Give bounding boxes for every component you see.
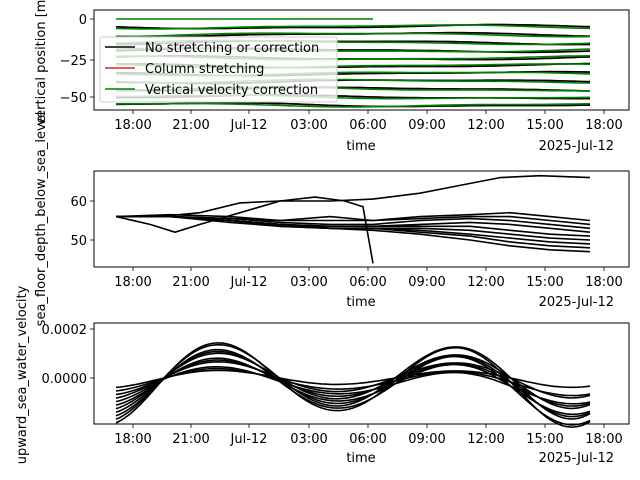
series-line	[115, 342, 591, 428]
x-tick-label: 15:00	[526, 118, 563, 133]
x-tick-label: 12:00	[467, 432, 504, 447]
plot-area-upward-velocity	[115, 342, 591, 428]
y-axis-label: vertical position [m]	[34, 0, 49, 126]
y-ticks: 0.0002 0.0000	[42, 323, 94, 387]
x-ticks: 18:00 21:00 Jul-12 03:00 06:00 09:00 12:00 15:0…	[114, 110, 623, 133]
x-tick-label: 18:00	[114, 118, 151, 133]
y-ticks: 50 60	[70, 195, 94, 249]
legend-box	[99, 36, 338, 103]
x-offset-label: 2025-Jul-12	[539, 295, 614, 310]
axes-frame	[93, 322, 630, 425]
x-axis-label: time	[346, 295, 375, 310]
series-line	[115, 348, 591, 426]
legend-label-velocity-correction: Vertical velocity correction	[145, 83, 318, 98]
x-tick-label: 21:00	[172, 118, 209, 133]
series-line	[116, 174, 591, 218]
y-tick-label: 0.0000	[42, 372, 88, 387]
x-tick-label: 03:00	[290, 432, 327, 447]
series-line	[116, 32, 591, 38]
legend-label-no-stretching: No stretching or correction	[145, 41, 319, 56]
x-offset-label: 2025-Jul-12	[539, 139, 614, 154]
legend: No stretching or correction Column stret…	[99, 36, 338, 103]
x-tick-label: Jul-12	[230, 432, 268, 447]
y-tick-label: 50	[70, 234, 87, 249]
plot-area-sea-floor-depth	[115, 174, 591, 264]
series-line	[115, 196, 374, 264]
x-tick-label: 12:00	[467, 118, 504, 133]
x-tick-label: 18:00	[114, 432, 151, 447]
x-ticks: 18:00 21:00 Jul-12 03:00 06:00 09:00 12:00 15:0…	[114, 267, 623, 290]
x-tick-label: 09:00	[408, 432, 445, 447]
axes-vertical-position: 18:00 21:00 Jul-12 03:00 06:00 09:00 12:00 15:0…	[34, 0, 630, 154]
y-axis-label: upward_sea_water_velocity	[15, 285, 30, 464]
x-tick-label: 06:00	[349, 275, 386, 290]
x-axis-label: time	[346, 451, 375, 466]
x-tick-label: 06:00	[349, 118, 386, 133]
x-tick-label: 18:00	[585, 118, 622, 133]
x-tick-label: 21:00	[172, 275, 209, 290]
y-tick-label: −25	[60, 54, 87, 69]
legend-label-column-stretching: Column stretching	[145, 62, 264, 77]
series-line	[116, 102, 591, 108]
x-tick-label: 03:00	[290, 118, 327, 133]
y-tick-label: 0.0002	[42, 323, 88, 338]
x-tick-label: 12:00	[467, 275, 504, 290]
x-tick-label: 15:00	[526, 275, 563, 290]
y-tick-label: 60	[70, 195, 87, 210]
x-tick-label: 21:00	[172, 432, 209, 447]
series-line	[116, 215, 591, 253]
x-tick-label: 06:00	[349, 432, 386, 447]
x-axis-label: time	[346, 139, 375, 154]
x-tick-label: 09:00	[408, 118, 445, 133]
x-tick-label: 09:00	[408, 275, 445, 290]
y-tick-label: 0	[79, 13, 87, 28]
x-offset-label: 2025-Jul-12	[539, 451, 614, 466]
axes-frame	[93, 170, 630, 268]
axes-upward-velocity: 18:00 21:00 Jul-12 03:00 06:00 09:00 12:00 15:0…	[15, 285, 630, 466]
x-tick-label: Jul-12	[230, 275, 268, 290]
x-tick-label: 18:00	[114, 275, 151, 290]
axes-sea-floor-depth: 18:00 21:00 Jul-12 03:00 06:00 09:00 12:00 15:0…	[34, 112, 630, 327]
x-tick-label: 18:00	[585, 275, 622, 290]
series-line	[116, 215, 591, 237]
series-line	[116, 215, 591, 249]
y-tick-label: −50	[60, 91, 87, 106]
y-axis-label: sea_floor_depth_below_sea_level	[34, 112, 49, 327]
y-ticks: 0 −25 −50	[60, 13, 94, 106]
x-tick-label: 03:00	[290, 275, 327, 290]
series-line	[115, 24, 591, 30]
x-tick-label: 18:00	[585, 432, 622, 447]
series-line	[115, 343, 591, 421]
x-tick-label: 15:00	[526, 432, 563, 447]
series-line	[116, 215, 591, 230]
x-ticks: 18:00 21:00 Jul-12 03:00 06:00 09:00 12:00 15:0…	[114, 424, 623, 447]
x-tick-label: Jul-12	[230, 118, 268, 133]
